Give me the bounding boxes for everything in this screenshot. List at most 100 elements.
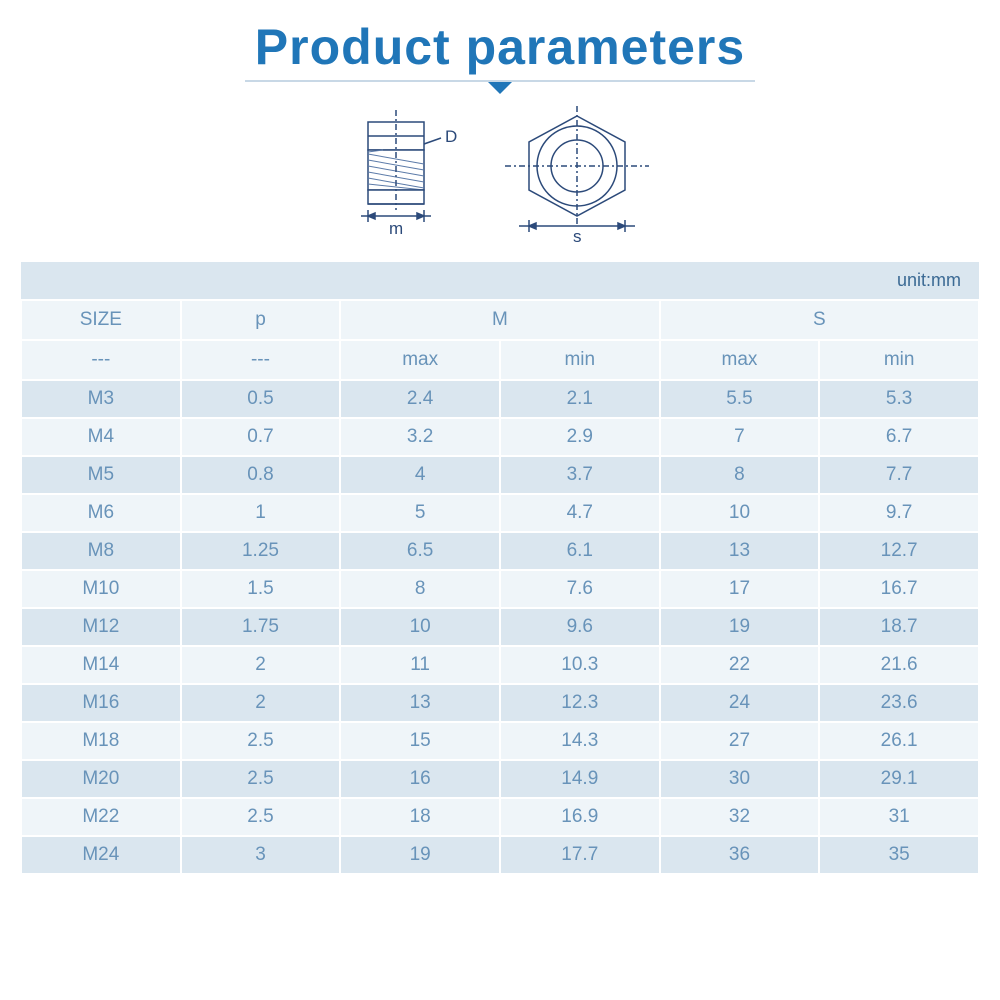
table-row: M1421110.32221.6 — [21, 646, 979, 684]
table-row: M1621312.32423.6 — [21, 684, 979, 722]
table-cell: 1.5 — [181, 570, 341, 608]
table-cell: 2.5 — [181, 760, 341, 798]
table-cell: 4.7 — [500, 494, 660, 532]
table-cell: 7.6 — [500, 570, 660, 608]
table-cell: 13 — [340, 684, 500, 722]
table-cell: 21.6 — [819, 646, 979, 684]
table-cell: 30 — [660, 760, 820, 798]
table-cell: 27 — [660, 722, 820, 760]
table-cell: 2.4 — [340, 380, 500, 418]
table-row: M6154.7109.7 — [21, 494, 979, 532]
table-header-1: SIZE p M S — [21, 300, 979, 340]
table-cell: 18 — [340, 798, 500, 836]
table-cell: 19 — [660, 608, 820, 646]
table-cell: 2 — [181, 646, 341, 684]
table-cell: 16 — [340, 760, 500, 798]
page-title: Product parameters — [245, 18, 755, 82]
table-cell: M16 — [21, 684, 181, 722]
table-cell: 2.1 — [500, 380, 660, 418]
table-cell: 11 — [340, 646, 500, 684]
table-row: M101.587.61716.7 — [21, 570, 979, 608]
table-cell: 5.5 — [660, 380, 820, 418]
table-header-2: --- --- max min max min — [21, 340, 979, 380]
table-cell: 7 — [660, 418, 820, 456]
table-cell: M14 — [21, 646, 181, 684]
table-cell: 0.7 — [181, 418, 341, 456]
table-cell: 5.3 — [819, 380, 979, 418]
table-cell: 2.9 — [500, 418, 660, 456]
unit-label: unit:mm — [21, 262, 979, 300]
table-cell: 14.3 — [500, 722, 660, 760]
table-cell: 2.5 — [181, 798, 341, 836]
table-cell: 0.5 — [181, 380, 341, 418]
table-cell: 24 — [660, 684, 820, 722]
parameters-table: unit:mm SIZE p M S --- --- max min max m… — [20, 262, 980, 875]
table-cell: 2.5 — [181, 722, 341, 760]
table-cell: 1.75 — [181, 608, 341, 646]
diagram-d-label: D — [445, 127, 457, 146]
table-cell: 26.1 — [819, 722, 979, 760]
diagram-m-label: m — [389, 219, 403, 238]
table-row: M222.51816.93231 — [21, 798, 979, 836]
table-cell: 4 — [340, 456, 500, 494]
table-row: M182.51514.32726.1 — [21, 722, 979, 760]
table-cell: 1 — [181, 494, 341, 532]
table-cell: 2 — [181, 684, 341, 722]
table-cell: 16.7 — [819, 570, 979, 608]
table-cell: M24 — [21, 836, 181, 874]
nut-diagram: D m s — [0, 104, 1000, 244]
col-s: S — [660, 300, 979, 340]
table-cell: M22 — [21, 798, 181, 836]
table-cell: M4 — [21, 418, 181, 456]
table-cell: 3 — [181, 836, 341, 874]
table-cell: 10 — [340, 608, 500, 646]
table-cell: 17.7 — [500, 836, 660, 874]
table-cell: M6 — [21, 494, 181, 532]
table-cell: 3.2 — [340, 418, 500, 456]
table-cell: 5 — [340, 494, 500, 532]
table-row: M50.843.787.7 — [21, 456, 979, 494]
table-cell: 23.6 — [819, 684, 979, 722]
table-cell: 1.25 — [181, 532, 341, 570]
table-cell: M18 — [21, 722, 181, 760]
table-cell: 22 — [660, 646, 820, 684]
table-cell: M5 — [21, 456, 181, 494]
table-cell: M3 — [21, 380, 181, 418]
col-p: p — [181, 300, 341, 340]
table-cell: 7.7 — [819, 456, 979, 494]
table-cell: M20 — [21, 760, 181, 798]
table-cell: 36 — [660, 836, 820, 874]
table-cell: M12 — [21, 608, 181, 646]
table-cell: 17 — [660, 570, 820, 608]
table-cell: 16.9 — [500, 798, 660, 836]
table-cell: M10 — [21, 570, 181, 608]
table-cell: 14.9 — [500, 760, 660, 798]
table-cell: 6.7 — [819, 418, 979, 456]
table-cell: 6.5 — [340, 532, 500, 570]
unit-row: unit:mm — [21, 262, 979, 300]
table-cell: 8 — [660, 456, 820, 494]
table-cell: 18.7 — [819, 608, 979, 646]
table-row: M2431917.73635 — [21, 836, 979, 874]
table-row: M40.73.22.976.7 — [21, 418, 979, 456]
table-cell: 0.8 — [181, 456, 341, 494]
table-cell: 9.7 — [819, 494, 979, 532]
diagram-s-label: s — [573, 227, 582, 244]
col-size: SIZE — [21, 300, 181, 340]
table-cell: 15 — [340, 722, 500, 760]
table-cell: 19 — [340, 836, 500, 874]
table-cell: 8 — [340, 570, 500, 608]
table-cell: 9.6 — [500, 608, 660, 646]
table-cell: 12.3 — [500, 684, 660, 722]
table-cell: 10.3 — [500, 646, 660, 684]
table-cell: 31 — [819, 798, 979, 836]
table-cell: 6.1 — [500, 532, 660, 570]
table-cell: 32 — [660, 798, 820, 836]
chevron-down-icon — [486, 80, 514, 94]
table-cell: M8 — [21, 532, 181, 570]
col-m: M — [340, 300, 659, 340]
table-cell: 10 — [660, 494, 820, 532]
table-cell: 12.7 — [819, 532, 979, 570]
table-row: M81.256.56.11312.7 — [21, 532, 979, 570]
table-cell: 35 — [819, 836, 979, 874]
